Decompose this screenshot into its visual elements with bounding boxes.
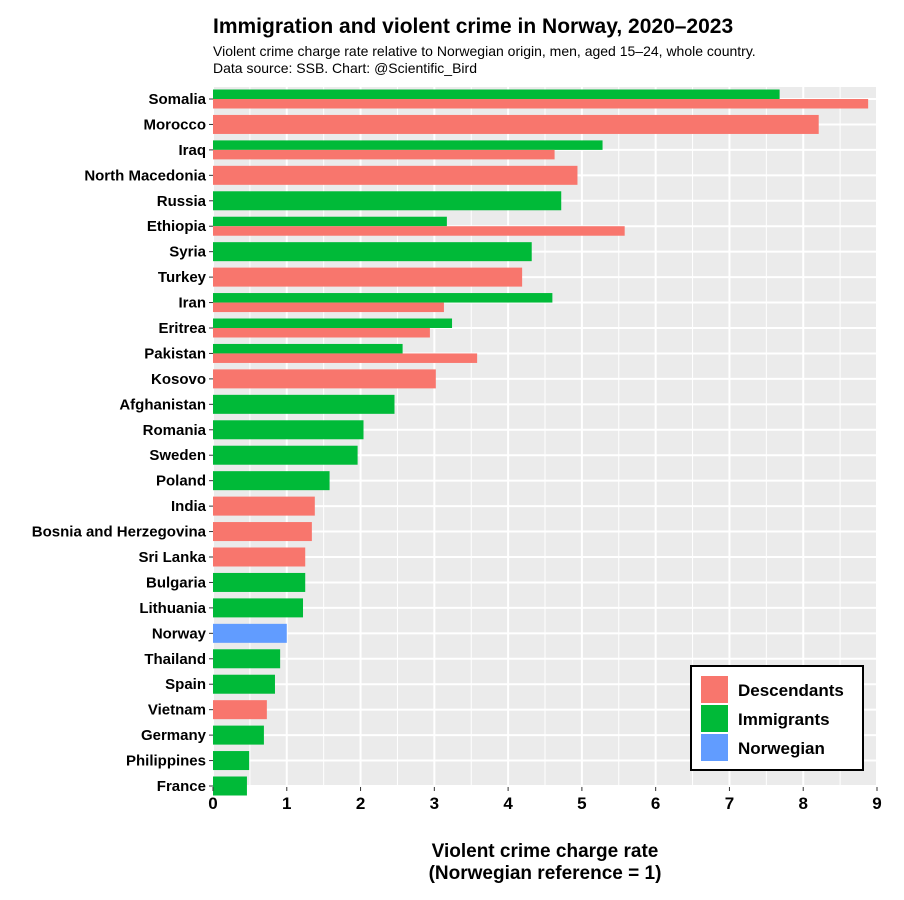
legend-key-norwegian — [701, 734, 728, 761]
legend-label-immigrants: Immigrants — [738, 710, 830, 729]
x-axis-label-line-2: (Norwegian reference = 1) — [429, 863, 662, 884]
bar-spain-immigrants — [213, 674, 275, 694]
bar-kosovo-descendants — [213, 369, 436, 389]
x-tick-label: 9 — [872, 794, 881, 813]
y-tick-label: Afghanistan — [119, 396, 206, 413]
y-tick-label: Eritrea — [158, 320, 206, 337]
y-tick-label: North Macedonia — [84, 167, 206, 184]
legend-label-norwegian: Norwegian — [738, 739, 825, 758]
bar-germany-immigrants — [213, 725, 264, 745]
x-tick-label: 7 — [725, 794, 734, 813]
bar-iran-immigrants — [213, 293, 553, 303]
chart-title: Immigration and violent crime in Norway,… — [213, 15, 733, 38]
y-tick-label: Kosovo — [151, 371, 206, 388]
x-axis-label-line-1: Violent crime charge rate — [432, 841, 659, 862]
bar-somalia-immigrants — [213, 89, 780, 99]
bar-iran-descendants — [213, 302, 444, 313]
bar-pakistan-descendants — [213, 353, 478, 363]
bars — [213, 89, 869, 796]
bar-ethiopia-descendants — [213, 226, 625, 236]
y-tick-label: India — [171, 498, 207, 515]
x-tick-label: 3 — [430, 794, 439, 813]
bar-france-immigrants — [213, 776, 247, 796]
legend-label-descendants: Descendants — [738, 681, 844, 700]
y-tick-label: Spain — [165, 676, 206, 693]
chart-subtitle-line-2: Data source: SSB. Chart: @Scientific_Bir… — [213, 60, 477, 76]
y-tick-label: Poland — [156, 473, 206, 490]
x-tick-label: 8 — [798, 794, 807, 813]
bar-thailand-immigrants — [213, 649, 281, 669]
x-tick-label: 0 — [208, 794, 217, 813]
bar-afghanistan-immigrants — [213, 394, 395, 414]
bar-bulgaria-immigrants — [213, 572, 306, 592]
bar-north-macedonia-descendants — [213, 165, 578, 185]
bar-bosnia-and-herzegovina-descendants — [213, 522, 312, 542]
y-tick-label: Syria — [169, 244, 206, 261]
y-tick-label: Morocco — [143, 116, 206, 133]
y-tick-label: Somalia — [148, 91, 206, 108]
y-tick-label: Pakistan — [144, 345, 206, 362]
y-tick-label: Sweden — [149, 447, 206, 464]
bar-lithuania-immigrants — [213, 598, 304, 618]
y-tick-label: Bulgaria — [146, 574, 207, 591]
y-axis-ticks: Somalia Morocco Iraq North Macedonia Russia E… — [32, 91, 213, 795]
y-tick-label: Norway — [152, 625, 207, 642]
bar-romania-immigrants — [213, 420, 364, 440]
bar-philippines-immigrants — [213, 751, 250, 771]
y-tick-label: Philippines — [126, 753, 206, 770]
bar-somalia-descendants — [213, 99, 869, 109]
y-tick-label: Turkey — [158, 269, 207, 286]
legend-key-descendants — [701, 676, 728, 703]
y-tick-label: Iran — [178, 295, 206, 312]
bar-iraq-immigrants — [213, 140, 603, 150]
bar-eritrea-immigrants — [213, 318, 453, 328]
bar-sri-lanka-descendants — [213, 547, 306, 567]
legend-key-immigrants — [701, 705, 728, 732]
x-axis-ticks: 0 1 2 3 4 5 6 7 8 9 — [208, 787, 882, 813]
y-tick-label: Vietnam — [148, 702, 206, 719]
x-tick-label: 5 — [577, 794, 586, 813]
y-tick-label: Sri Lanka — [138, 549, 206, 566]
bar-syria-immigrants — [213, 242, 532, 262]
bar-turkey-descendants — [213, 267, 523, 287]
bar-eritrea-descendants — [213, 328, 430, 338]
y-tick-label: Russia — [157, 193, 207, 210]
chart-subtitle-line-1: Violent crime charge rate relative to No… — [213, 43, 756, 59]
y-tick-label: Ethiopia — [147, 218, 207, 235]
x-tick-label: 2 — [356, 794, 365, 813]
bar-india-descendants — [213, 496, 315, 516]
y-tick-label: France — [157, 778, 206, 795]
legend: Descendants Immigrants Norwegian — [690, 665, 864, 771]
bar-ethiopia-immigrants — [213, 216, 447, 227]
y-tick-label: Bosnia and Herzegovina — [32, 524, 207, 541]
bar-iraq-descendants — [213, 149, 555, 160]
bar-russia-immigrants — [213, 191, 562, 211]
x-tick-label: 6 — [651, 794, 660, 813]
bar-morocco-descendants — [213, 114, 819, 134]
x-tick-label: 1 — [282, 794, 291, 813]
bar-vietnam-descendants — [213, 700, 267, 720]
y-tick-label: Romania — [143, 422, 207, 439]
y-tick-label: Lithuania — [139, 600, 206, 617]
x-tick-label: 4 — [503, 794, 513, 813]
bar-sweden-immigrants — [213, 445, 358, 465]
bar-norway-norwegian — [213, 623, 287, 643]
y-tick-label: Germany — [141, 727, 207, 744]
y-tick-label: Iraq — [178, 142, 206, 159]
bar-poland-immigrants — [213, 471, 330, 491]
y-tick-label: Thailand — [144, 651, 206, 668]
bar-pakistan-immigrants — [213, 343, 403, 354]
